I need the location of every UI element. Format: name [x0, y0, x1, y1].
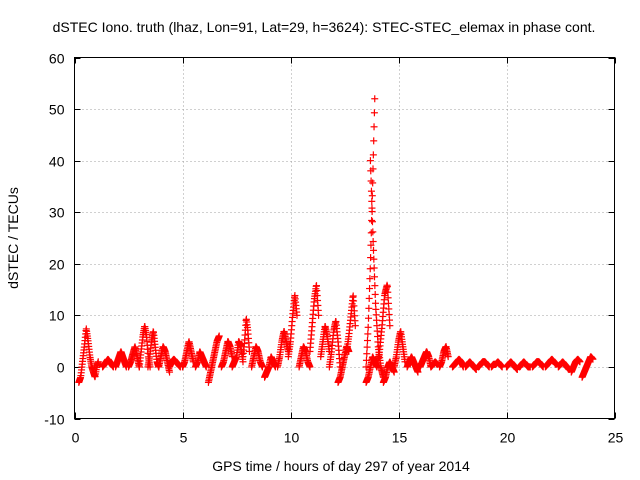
data-point — [366, 157, 374, 165]
data-point — [370, 109, 378, 117]
data-point — [306, 363, 314, 371]
data-point — [370, 137, 378, 145]
data-point — [351, 322, 359, 330]
data-point — [368, 216, 376, 224]
y-tick-label: 50 — [49, 102, 65, 118]
y-tick-label: 0 — [57, 360, 65, 376]
data-point — [315, 311, 323, 319]
data-point — [369, 238, 377, 246]
data-point — [362, 363, 370, 371]
data-point — [370, 264, 378, 272]
y-tick-label: -10 — [44, 412, 64, 428]
data-point — [366, 275, 374, 283]
chart-title: dSTEC Iono. truth (lhaz, Lon=91, Lat=29,… — [53, 19, 596, 35]
y-tick-label: 10 — [49, 308, 65, 324]
x-tick-label: 0 — [72, 430, 80, 446]
data-point — [365, 294, 373, 302]
data-point — [366, 265, 374, 273]
data-point — [371, 290, 379, 298]
y-tick-label: 20 — [49, 257, 65, 273]
ticks — [74, 57, 616, 420]
tick-labels: 0 5 10 15 20 25 -10 0 10 20 30 40 50 60 — [44, 51, 623, 446]
y-tick-label: 30 — [49, 205, 65, 221]
data-point — [293, 311, 301, 319]
x-tick-label: 25 — [608, 430, 624, 446]
data-point — [363, 350, 371, 358]
data-point — [368, 218, 376, 226]
data-point — [362, 356, 370, 364]
data-point — [370, 123, 378, 131]
data-point — [94, 358, 102, 366]
data-point — [414, 368, 422, 376]
data-point — [368, 208, 376, 216]
data-point — [367, 187, 375, 195]
data-point — [258, 363, 266, 371]
data-point — [367, 241, 375, 249]
data-point — [366, 285, 374, 293]
data-points — [75, 95, 597, 386]
data-point — [576, 358, 584, 366]
data-point — [364, 323, 372, 331]
plot-frame — [74, 57, 615, 419]
data-point — [589, 355, 597, 363]
data-point — [371, 95, 379, 103]
y-tick-label: 60 — [49, 51, 65, 67]
data-point — [363, 337, 371, 345]
data-point — [371, 273, 379, 281]
data-point — [444, 353, 452, 361]
data-point — [367, 167, 375, 175]
y-tick-label: 40 — [49, 154, 65, 170]
data-point — [363, 343, 371, 351]
data-point — [386, 322, 394, 330]
data-point — [372, 299, 380, 307]
data-point — [367, 254, 375, 262]
data-point — [365, 304, 373, 312]
data-point — [369, 228, 377, 236]
y-axis-label: dSTEC / TECUs — [5, 187, 21, 289]
data-point — [364, 330, 372, 338]
x-tick-label: 5 — [180, 430, 188, 446]
data-point — [369, 151, 377, 159]
x-axis-label: GPS time / hours of day 297 of year 2014 — [212, 458, 470, 474]
data-point — [370, 255, 378, 263]
data-point — [367, 177, 375, 185]
x-tick-label: 20 — [500, 430, 516, 446]
data-point — [215, 332, 223, 340]
data-point — [365, 314, 373, 322]
data-point — [368, 197, 376, 205]
data-point — [369, 246, 377, 254]
data-point — [371, 282, 379, 290]
data-point — [367, 229, 375, 237]
x-tick-label: 10 — [284, 430, 300, 446]
x-tick-label: 15 — [392, 430, 408, 446]
